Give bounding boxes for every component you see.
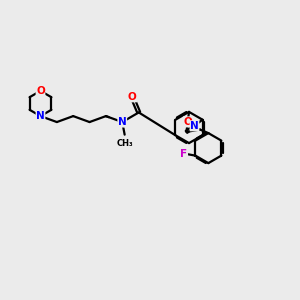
Text: O: O	[36, 86, 45, 96]
Text: O: O	[128, 92, 136, 102]
Text: N: N	[190, 121, 199, 131]
Text: N: N	[36, 111, 45, 121]
Text: F: F	[180, 149, 188, 159]
Text: N: N	[118, 117, 127, 127]
Text: O: O	[183, 117, 192, 127]
Text: CH₃: CH₃	[117, 139, 134, 148]
